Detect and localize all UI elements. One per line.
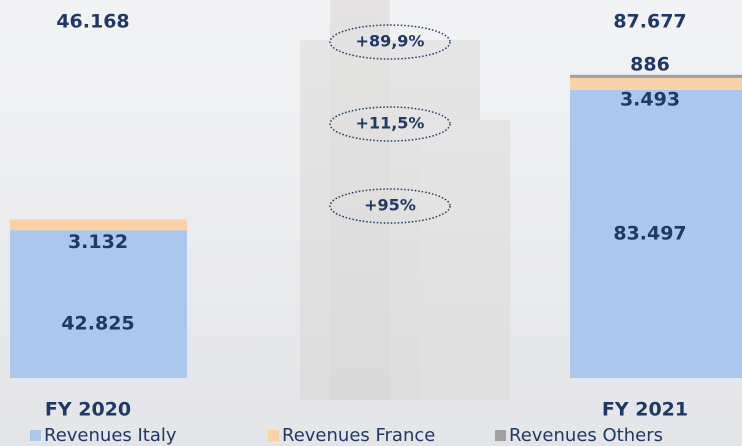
value-label: 3.493 <box>620 88 680 110</box>
value-label: 83.497 <box>613 222 686 244</box>
category-label: FY 2021 <box>602 399 688 421</box>
total-label: 46.168 <box>56 11 129 33</box>
legend-label: Revenues France <box>282 425 435 446</box>
value-label: 3.132 <box>68 231 128 253</box>
background-building <box>300 0 510 400</box>
bar-segment <box>570 77 742 90</box>
bar-segment <box>570 74 742 78</box>
growth-bubble <box>329 24 451 60</box>
legend-label: Revenues Others <box>509 425 663 446</box>
growth-bubble <box>329 188 451 224</box>
bar-segment <box>570 89 742 378</box>
total-label: 87.677 <box>613 11 686 33</box>
legend-label: Revenues Italy <box>44 425 177 446</box>
value-label: 42.825 <box>61 313 134 335</box>
value-label: 886 <box>630 53 670 75</box>
growth-label: +95% <box>364 196 416 215</box>
growth-bubble <box>329 106 451 142</box>
growth-label: +11,5% <box>356 114 425 133</box>
legend-swatch <box>30 430 41 441</box>
growth-label: +89,9% <box>356 32 425 51</box>
bar-segment <box>10 219 187 231</box>
category-label: FY 2020 <box>45 399 131 421</box>
legend-swatch <box>495 430 506 441</box>
legend-swatch <box>268 430 279 441</box>
bar-segment <box>10 230 187 378</box>
